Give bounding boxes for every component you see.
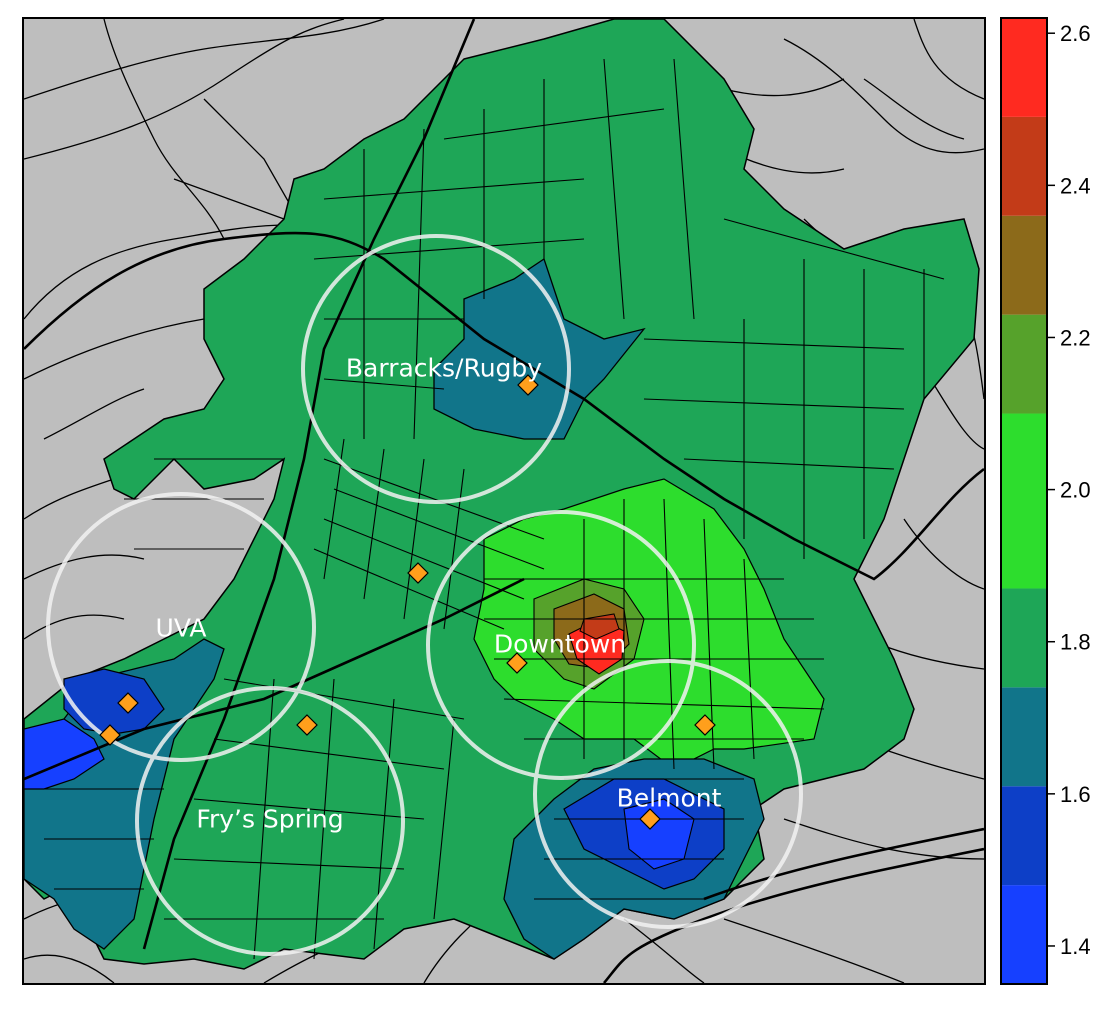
label-frys-spring: Fry’s Spring <box>196 804 344 834</box>
circle-uva <box>46 492 316 762</box>
legend-bin <box>1001 885 1047 984</box>
legend-bin <box>1001 18 1047 117</box>
marker-diamond <box>117 692 139 714</box>
marker-diamond <box>407 562 429 584</box>
legend-bin <box>1001 413 1047 589</box>
circle-frys-spring <box>135 686 405 956</box>
legend-bin <box>1001 215 1047 315</box>
label-uva: UVA <box>155 613 207 643</box>
neighborhood-circles <box>46 234 803 956</box>
legend-tick-label: 1.4 <box>1060 934 1091 959</box>
legend-tick-label: 1.6 <box>1060 782 1091 807</box>
legend-bin <box>1001 116 1047 216</box>
marker-diamond <box>296 714 318 736</box>
location-markers <box>99 374 716 830</box>
legend-tick-label: 2.0 <box>1060 478 1091 503</box>
legend-bin <box>1001 786 1047 886</box>
legend-tick-label: 2.6 <box>1060 21 1091 46</box>
label-belmont: Belmont <box>616 783 722 813</box>
marker-diamond <box>517 374 539 396</box>
legend-colorbar: 1.4 1.6 1.8 2.0 2.2 2.4 2.6 <box>1000 17 1091 985</box>
city-choropleth-map <box>24 19 984 983</box>
legend-bin <box>1001 314 1047 414</box>
legend-tick-label: 1.8 <box>1060 630 1091 655</box>
circle-belmont <box>533 659 803 929</box>
label-barracks-rugby: Barracks/Rugby <box>345 353 543 383</box>
darkred-region-downtown <box>579 613 620 640</box>
legend-tick-label: 2.2 <box>1060 325 1091 350</box>
marker-diamond <box>694 714 716 736</box>
legend-tick-label: 2.4 <box>1060 173 1091 198</box>
circle-barracks-rugby <box>301 234 571 504</box>
marker-diamond <box>639 808 661 830</box>
label-downtown: Downtown <box>493 629 627 659</box>
bright-green-region-downtown <box>473 478 825 770</box>
marker-diamond <box>506 652 528 674</box>
circle-downtown <box>426 510 696 780</box>
color-legend: 1.4 1.6 1.8 2.0 2.2 2.4 2.6 <box>1000 17 1091 985</box>
marker-diamond <box>99 724 121 746</box>
legend-border <box>1000 17 1048 985</box>
legend-bin <box>1001 687 1047 787</box>
legend-bin <box>1001 588 1047 688</box>
map-panel: Barracks/Rugby UVA Fry’s Spring Downtown… <box>22 17 986 985</box>
